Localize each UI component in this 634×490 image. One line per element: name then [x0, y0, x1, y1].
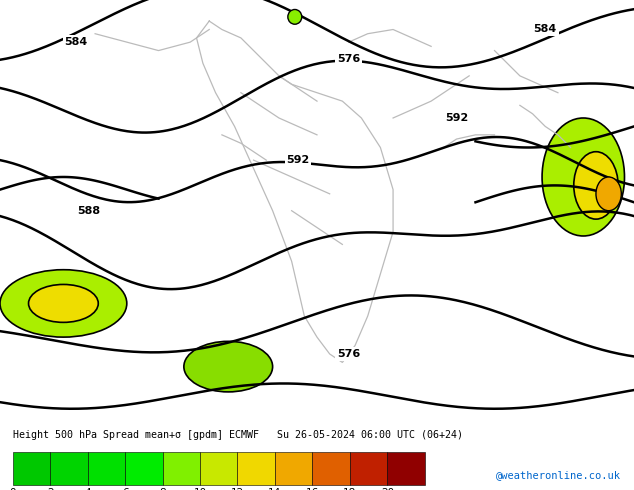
Text: 592: 592 — [445, 113, 468, 123]
Text: 588: 588 — [77, 206, 100, 216]
Ellipse shape — [0, 270, 127, 337]
Ellipse shape — [596, 177, 621, 211]
Bar — [162, 452, 200, 485]
Text: 2: 2 — [47, 488, 53, 490]
Bar — [387, 452, 425, 485]
Text: 4: 4 — [84, 488, 91, 490]
Text: 576: 576 — [337, 349, 360, 359]
Text: 584: 584 — [65, 37, 87, 47]
Text: 584: 584 — [534, 24, 557, 34]
Bar — [125, 452, 162, 485]
Text: 12: 12 — [231, 488, 244, 490]
Text: 20: 20 — [381, 488, 394, 490]
Text: 18: 18 — [343, 488, 356, 490]
Ellipse shape — [288, 9, 302, 24]
Bar — [313, 452, 350, 485]
Bar — [200, 452, 238, 485]
Ellipse shape — [542, 118, 624, 236]
Text: @weatheronline.co.uk: @weatheronline.co.uk — [496, 470, 621, 480]
Text: 10: 10 — [193, 488, 207, 490]
Ellipse shape — [29, 284, 98, 322]
Bar — [350, 452, 387, 485]
Text: Height 500 hPa Spread mean+σ [gpdm] ECMWF   Su 26-05-2024 06:00 UTC (06+24): Height 500 hPa Spread mean+σ [gpdm] ECMW… — [13, 430, 463, 440]
Text: 592: 592 — [287, 155, 309, 165]
Text: 16: 16 — [306, 488, 319, 490]
Bar — [238, 452, 275, 485]
Ellipse shape — [574, 152, 618, 219]
Bar — [50, 452, 87, 485]
Bar — [87, 452, 125, 485]
Text: 0: 0 — [10, 488, 16, 490]
Text: 8: 8 — [159, 488, 166, 490]
Text: 576: 576 — [337, 54, 360, 64]
Text: 14: 14 — [268, 488, 281, 490]
Text: 6: 6 — [122, 488, 128, 490]
Bar — [13, 452, 50, 485]
Ellipse shape — [184, 342, 273, 392]
Bar — [275, 452, 313, 485]
